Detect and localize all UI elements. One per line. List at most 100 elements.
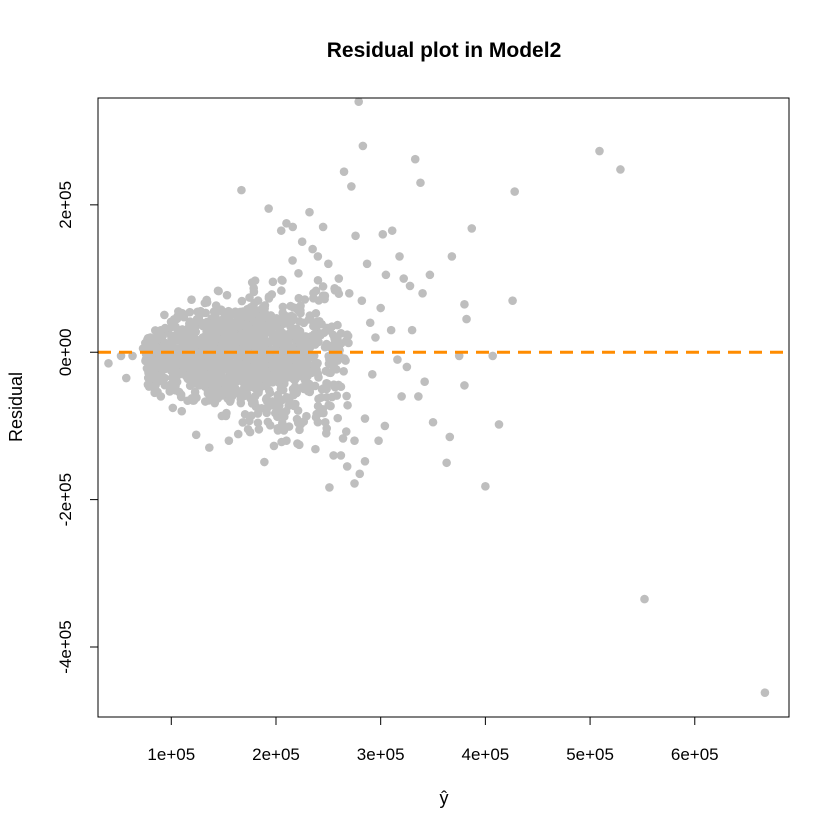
- data-point: [160, 310, 169, 320]
- data-point: [311, 444, 320, 454]
- data-point: [300, 295, 310, 304]
- data-point: [228, 323, 238, 332]
- data-point: [428, 417, 438, 427]
- data-point: [336, 329, 346, 338]
- data-point: [268, 377, 277, 387]
- data-point: [325, 326, 334, 335]
- y-tick-label: 0e+00: [56, 328, 75, 376]
- data-point: [144, 380, 154, 389]
- data-point: [395, 252, 404, 261]
- data-point: [121, 373, 131, 383]
- data-point: [255, 347, 265, 356]
- data-point: [297, 237, 307, 246]
- x-axis: 1e+05 2e+05 3e+05 4e+05 5e+05 6e+05: [147, 716, 719, 764]
- data-point: [151, 347, 160, 357]
- data-point: [309, 288, 318, 298]
- data-point: [219, 364, 229, 374]
- data-point: [181, 356, 191, 366]
- data-point: [249, 325, 259, 335]
- data-point: [269, 441, 279, 451]
- data-point: [407, 325, 417, 335]
- data-point: [104, 358, 113, 368]
- data-point: [263, 417, 273, 427]
- data-point: [416, 178, 425, 188]
- data-point: [240, 336, 250, 345]
- data-point: [203, 387, 213, 397]
- y-tick-label: -4e+05: [56, 620, 75, 673]
- data-point: [187, 393, 197, 403]
- data-point: [355, 469, 365, 479]
- data-point: [222, 290, 232, 300]
- data-point: [460, 300, 469, 309]
- data-point: [410, 154, 420, 164]
- data-point: [277, 328, 287, 338]
- data-point: [322, 392, 332, 402]
- data-point: [289, 390, 299, 400]
- data-point: [305, 207, 314, 217]
- data-point: [342, 391, 351, 401]
- data-point: [278, 308, 288, 318]
- data-point: [336, 451, 346, 460]
- data-point: [240, 328, 249, 338]
- data-point: [296, 308, 305, 318]
- data-point: [354, 97, 363, 106]
- data-point: [282, 218, 291, 228]
- data-point: [172, 345, 182, 354]
- data-point: [360, 414, 370, 423]
- data-point: [288, 256, 297, 265]
- data-point: [196, 364, 206, 373]
- data-point: [322, 379, 332, 388]
- data-point: [240, 391, 250, 401]
- data-point: [296, 339, 305, 349]
- data-point: [177, 406, 187, 416]
- data-point: [595, 146, 604, 156]
- data-point: [170, 336, 179, 346]
- data-point: [141, 356, 150, 366]
- data-point: [151, 381, 160, 390]
- data-point: [329, 451, 338, 460]
- x-tick-label: 3e+05: [357, 745, 405, 764]
- data-point: [280, 319, 290, 328]
- data-point: [454, 351, 464, 361]
- data-point: [442, 458, 451, 468]
- data-point: [272, 406, 282, 416]
- data-point: [260, 457, 269, 467]
- data-point: [351, 231, 360, 241]
- data-point: [325, 483, 334, 492]
- data-point: [342, 462, 352, 471]
- data-point: [329, 380, 339, 390]
- data-point: [185, 307, 195, 317]
- data-point: [294, 268, 303, 278]
- data-point: [324, 259, 333, 269]
- data-point: [320, 291, 330, 301]
- data-point: [216, 349, 225, 359]
- data-point: [318, 222, 328, 232]
- data-point: [156, 326, 166, 335]
- data-point: [306, 339, 315, 348]
- data-point: [254, 425, 264, 434]
- data-point: [293, 439, 302, 448]
- data-point: [260, 304, 269, 313]
- data-point: [494, 420, 504, 429]
- data-point: [357, 296, 367, 305]
- data-point: [275, 375, 284, 385]
- data-point: [287, 363, 296, 373]
- data-point: [174, 307, 183, 316]
- data-point: [170, 377, 180, 386]
- data-point: [250, 276, 260, 285]
- x-axis-label: ŷ: [440, 788, 449, 808]
- data-point: [174, 353, 184, 363]
- data-point: [295, 316, 304, 326]
- data-point: [244, 370, 254, 380]
- data-point: [204, 332, 214, 342]
- data-point: [371, 333, 380, 342]
- data-point: [314, 394, 323, 404]
- data-point: [226, 395, 235, 405]
- data-point: [209, 318, 218, 327]
- data-point: [191, 379, 200, 388]
- data-point: [240, 383, 249, 392]
- data-point: [250, 392, 260, 401]
- data-point: [208, 339, 217, 349]
- data-point: [316, 408, 326, 418]
- data-point: [236, 398, 246, 408]
